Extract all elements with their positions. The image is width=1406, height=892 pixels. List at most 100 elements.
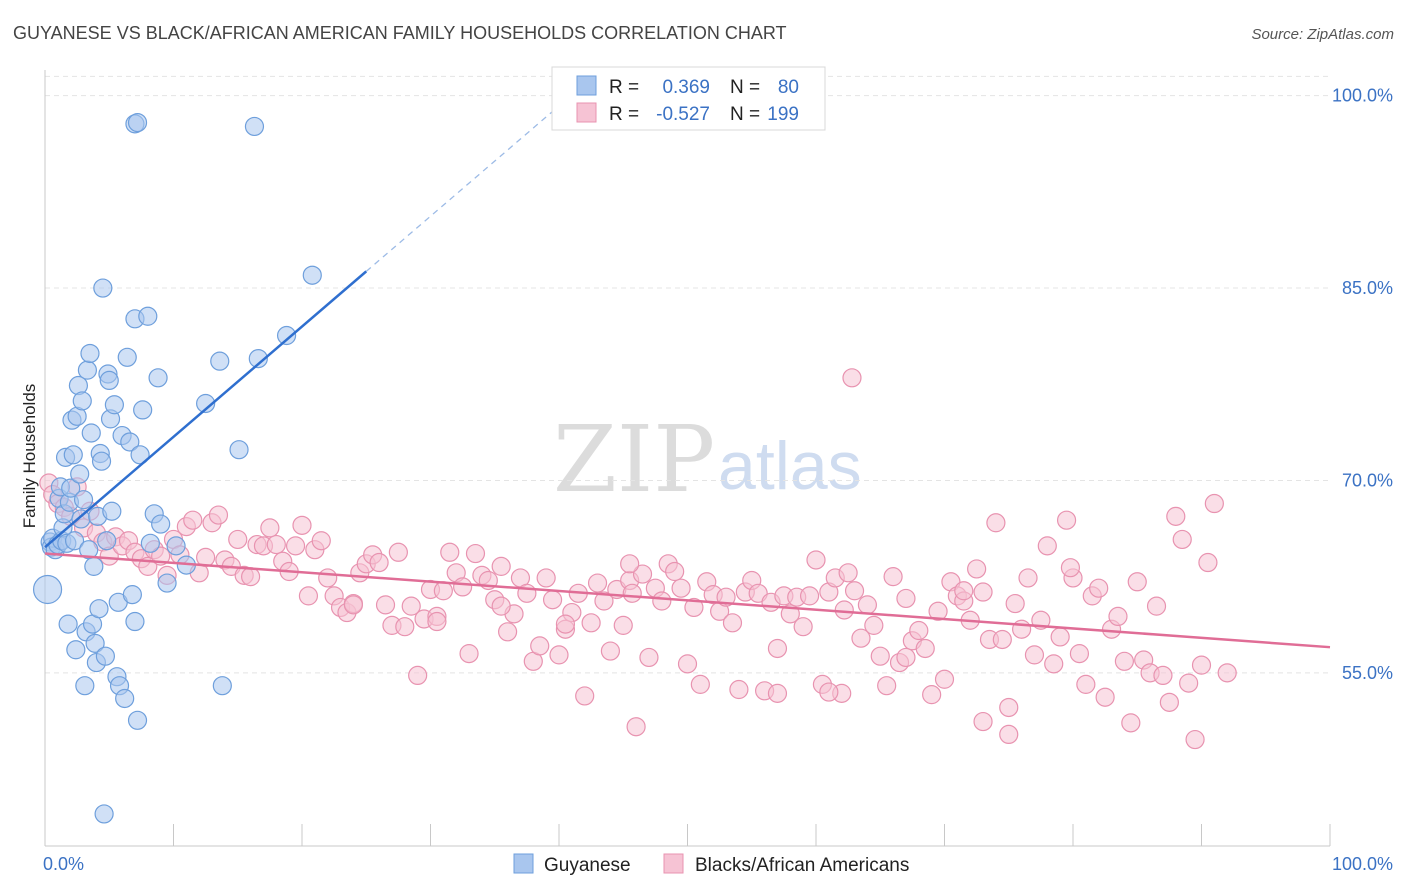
x-tick-label-1: 100.0% <box>1332 854 1393 874</box>
stats-legend-n-label-blacks: N = <box>730 104 760 125</box>
point-series-1-72 <box>498 622 518 642</box>
point-series-1-55 <box>388 542 408 562</box>
point-series-1-176 <box>1166 506 1186 526</box>
point-series-0-70 <box>196 393 216 414</box>
point-series-1-174 <box>1153 665 1173 686</box>
point-series-1-56 <box>395 617 415 637</box>
y-tick-label-0: 55.0% <box>1342 663 1393 683</box>
point-series-0-40 <box>93 278 113 298</box>
point-series-1-181 <box>1198 552 1218 573</box>
trend-line-guyanese <box>44 270 368 549</box>
point-series-1-96 <box>652 591 672 611</box>
point-series-0-42 <box>95 646 115 666</box>
point-series-1-127 <box>851 628 871 648</box>
point-series-1-152 <box>1011 619 1032 639</box>
point-series-1-32 <box>241 567 261 587</box>
point-series-1-178 <box>1179 673 1199 693</box>
point-series-0-67 <box>140 533 160 553</box>
point-series-1-196 <box>999 724 1019 745</box>
point-series-1-193 <box>1060 558 1081 578</box>
point-series-1-119 <box>799 586 820 606</box>
point-series-0-33 <box>84 556 104 576</box>
point-series-1-30 <box>228 529 248 550</box>
legend-label-guyanese: Guyanese <box>544 855 631 876</box>
series-0-points <box>32 112 322 824</box>
point-series-1-71 <box>491 556 511 576</box>
point-series-1-190 <box>819 682 839 702</box>
point-series-1-189 <box>767 683 788 703</box>
point-series-0-26 <box>75 676 95 696</box>
series-1-points <box>39 368 1237 750</box>
trend-line-blacks <box>44 552 1331 649</box>
point-series-1-156 <box>1037 536 1057 556</box>
point-series-1-53 <box>375 595 396 615</box>
point-series-1-79 <box>542 590 563 610</box>
stats-legend-swatch-blacks <box>576 102 597 123</box>
watermark-atlas: atlas <box>718 428 862 504</box>
point-series-1-52 <box>369 552 389 573</box>
watermark: ZIP atlas <box>553 406 862 513</box>
point-series-0-61 <box>127 112 148 133</box>
point-series-1-140 <box>934 669 955 689</box>
point-series-0-41 <box>94 804 114 824</box>
point-series-1-92 <box>626 717 646 737</box>
point-series-1-114 <box>767 638 788 659</box>
point-series-1-194 <box>954 581 974 601</box>
point-series-1-80 <box>549 645 569 665</box>
point-series-1-90 <box>613 615 633 635</box>
point-series-0-13 <box>58 614 78 634</box>
point-series-1-102 <box>690 674 710 694</box>
point-series-0-78 <box>166 536 186 556</box>
series-layer <box>32 112 1237 824</box>
legend-swatch-guyanese <box>513 853 534 874</box>
point-series-0-56 <box>122 585 142 605</box>
point-series-1-150 <box>999 697 1019 718</box>
point-series-1-169 <box>1121 713 1141 733</box>
point-series-1-137 <box>915 638 935 659</box>
point-series-1-128 <box>857 595 878 615</box>
point-series-1-162 <box>1076 674 1096 694</box>
point-series-1-134 <box>896 588 916 609</box>
stats-legend-n-label-guyanese: N = <box>730 77 760 98</box>
point-series-0-19 <box>66 640 86 660</box>
y-tick-label-3: 100.0% <box>1332 86 1393 106</box>
point-series-1-35 <box>260 518 280 538</box>
point-series-0-59 <box>130 445 150 465</box>
point-series-1-125 <box>838 563 858 583</box>
point-series-1-195 <box>973 711 993 732</box>
point-series-1-191 <box>834 600 854 620</box>
point-series-1-65 <box>453 577 473 597</box>
point-series-1-23 <box>183 510 203 530</box>
y-tick-label-1: 70.0% <box>1342 470 1393 490</box>
point-series-1-43 <box>311 531 331 551</box>
point-series-1-136 <box>909 620 929 641</box>
point-series-0-23 <box>71 509 91 529</box>
point-series-1-173 <box>1146 596 1167 616</box>
point-series-1-100 <box>677 654 698 674</box>
point-series-0-37 <box>89 599 109 619</box>
point-series-1-41 <box>298 586 319 606</box>
point-series-1-107 <box>722 613 743 633</box>
point-series-1-161 <box>1069 644 1090 664</box>
point-series-1-187 <box>555 614 576 634</box>
point-series-1-63 <box>440 542 460 562</box>
point-series-1-87 <box>594 591 614 611</box>
point-series-0-63 <box>133 400 153 420</box>
point-series-0-66 <box>151 514 171 534</box>
point-series-1-44 <box>318 568 338 588</box>
point-series-1-175 <box>1159 692 1179 712</box>
point-series-0-24 <box>72 391 92 411</box>
tick-labels: 55.0% 70.0% 85.0% 100.0% 0.0% 100.0% <box>43 86 1393 874</box>
point-series-1-118 <box>793 617 813 637</box>
point-series-1-131 <box>877 676 897 696</box>
point-series-0-15 <box>61 478 81 498</box>
point-series-0-54 <box>117 347 137 367</box>
point-series-0-72 <box>212 676 232 696</box>
point-series-1-180 <box>1191 655 1212 675</box>
point-series-1-154 <box>1024 645 1045 665</box>
point-series-1-58 <box>408 665 428 686</box>
point-series-1-198 <box>842 368 862 388</box>
x-tick-label-0: 0.0% <box>43 854 84 874</box>
watermark-zip: ZIP <box>553 406 715 513</box>
point-series-0-53 <box>115 688 135 709</box>
